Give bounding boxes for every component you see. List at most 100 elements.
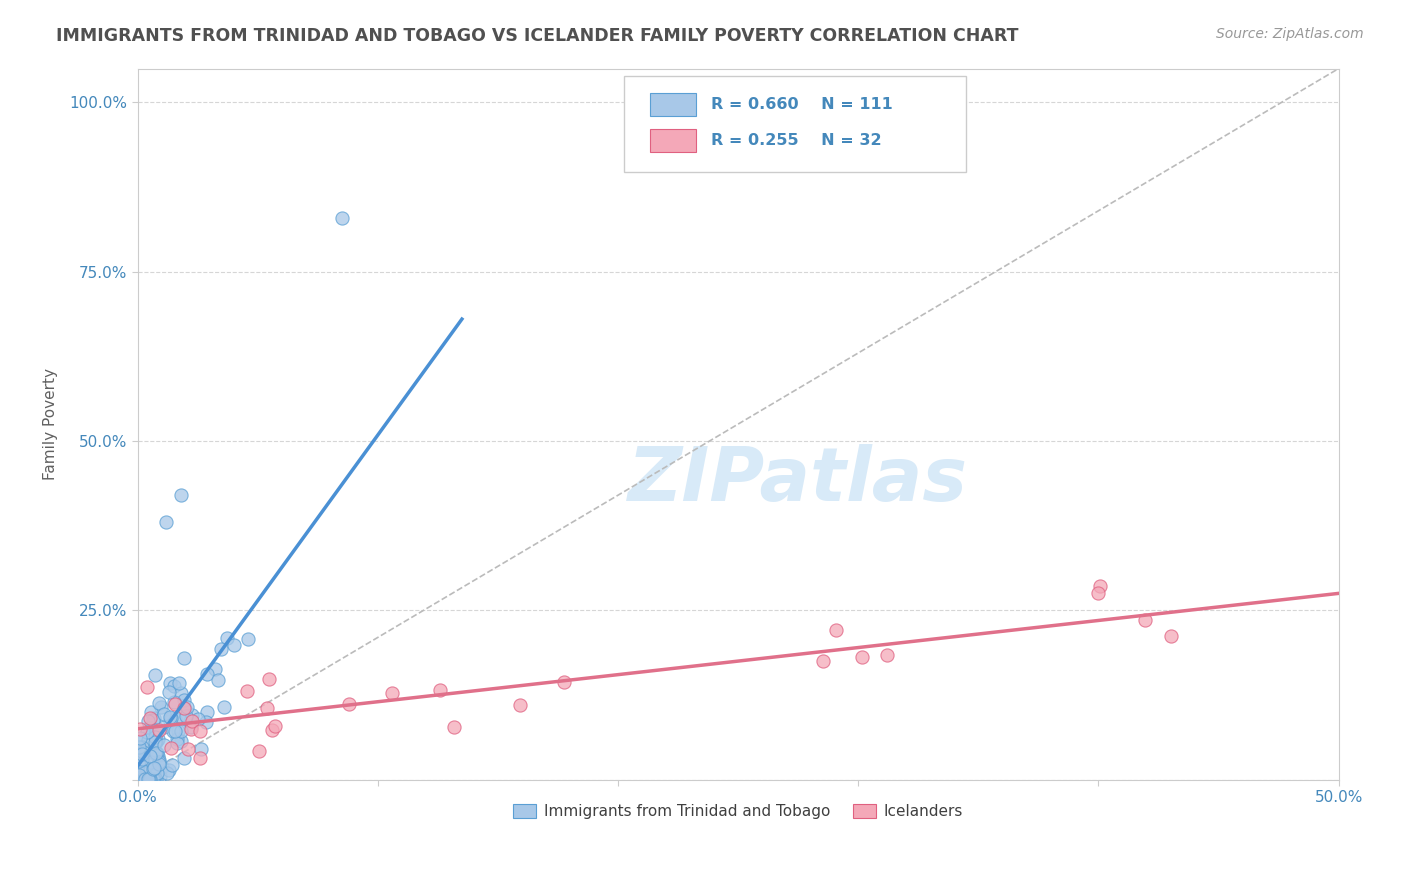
Point (170, 734, 193, 748)
Point (159, 710, 181, 724)
Point (143, 711, 166, 725)
Point (139, 764, 162, 778)
Point (150, 760, 173, 774)
Point (173, 693, 195, 707)
Point (260, 723, 283, 737)
Point (825, 624, 848, 638)
Point (257, 672, 280, 686)
Point (134, 746, 156, 760)
Point (851, 650, 873, 665)
Point (143, 730, 166, 744)
Point (139, 705, 162, 719)
Point (173, 700, 195, 714)
Point (209, 641, 232, 656)
Point (138, 772, 160, 786)
Point (166, 724, 188, 739)
Point (170, 723, 193, 738)
Point (136, 733, 159, 747)
Point (143, 747, 166, 762)
Point (159, 714, 181, 728)
Point (224, 638, 246, 652)
Point (148, 753, 170, 767)
Point (139, 721, 162, 735)
Text: ZIPatlas: ZIPatlas (628, 444, 969, 517)
Point (204, 662, 226, 676)
Point (170, 488, 193, 502)
Point (173, 650, 195, 665)
Point (143, 668, 166, 682)
Point (148, 756, 170, 771)
Point (145, 772, 167, 786)
Point (136, 772, 159, 786)
Point (132, 746, 155, 760)
Point (145, 725, 167, 739)
Point (134, 772, 156, 786)
Point (1090, 579, 1112, 593)
Point (180, 720, 202, 734)
Point (139, 755, 162, 769)
Point (160, 758, 183, 772)
Point (146, 748, 169, 763)
Point (165, 723, 187, 738)
Point (169, 686, 191, 700)
Bar (651, 129, 696, 152)
Point (128, 768, 150, 782)
Point (190, 742, 212, 756)
Point (131, 752, 153, 766)
Point (132, 764, 155, 778)
Point (157, 763, 180, 777)
Point (146, 731, 169, 746)
Point (236, 632, 259, 646)
Point (128, 731, 150, 746)
Point (152, 706, 174, 721)
Point (129, 755, 152, 769)
Point (1160, 629, 1182, 643)
Point (173, 750, 195, 764)
Point (128, 771, 150, 785)
Point (162, 723, 184, 738)
Point (429, 683, 451, 698)
Point (176, 699, 198, 714)
Point (156, 765, 179, 780)
Point (129, 734, 152, 748)
Point (509, 698, 531, 712)
Point (145, 723, 167, 738)
Point (139, 772, 162, 786)
Point (136, 771, 159, 785)
Point (135, 772, 157, 786)
Point (148, 696, 170, 710)
Point (207, 673, 229, 687)
Point (157, 685, 180, 699)
Point (247, 744, 270, 758)
Point (188, 723, 211, 738)
Point (173, 702, 195, 716)
Point (131, 739, 153, 754)
Point (136, 724, 159, 739)
Point (128, 770, 150, 784)
Point (236, 684, 259, 698)
Point (146, 765, 169, 780)
Point (188, 751, 211, 765)
Point (136, 714, 159, 728)
Point (142, 772, 165, 786)
Point (167, 676, 190, 690)
Point (256, 700, 278, 714)
Point (876, 648, 898, 662)
Point (1087, 586, 1109, 600)
Point (143, 772, 166, 786)
Y-axis label: Family Poverty: Family Poverty (44, 368, 58, 480)
Point (179, 714, 201, 728)
Text: IMMIGRANTS FROM TRINIDAD AND TOBAGO VS ICELANDER FAMILY POVERTY CORRELATION CHAR: IMMIGRANTS FROM TRINIDAD AND TOBAGO VS I… (56, 27, 1019, 45)
Point (169, 709, 191, 723)
Text: R = 0.660    N = 111: R = 0.660 N = 111 (710, 97, 893, 112)
Point (149, 699, 172, 714)
Point (131, 772, 153, 786)
Point (330, 211, 353, 225)
Point (138, 722, 160, 736)
Point (264, 719, 287, 733)
Point (337, 697, 360, 711)
Point (159, 711, 181, 725)
Point (139, 711, 162, 725)
Point (142, 762, 165, 776)
Point (174, 709, 197, 723)
